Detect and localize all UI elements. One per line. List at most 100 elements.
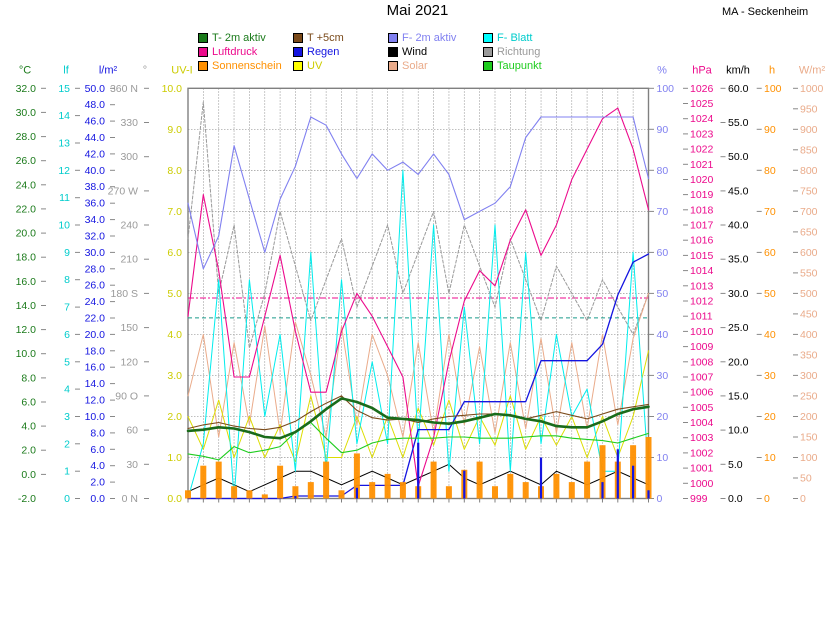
svg-text:45.0: 45.0 — [728, 185, 749, 197]
svg-text:150: 150 — [800, 432, 818, 444]
svg-text:4: 4 — [64, 384, 70, 396]
svg-text:330: 330 — [120, 117, 138, 129]
svg-text:4.0: 4.0 — [90, 460, 105, 472]
svg-text:1017: 1017 — [690, 220, 714, 232]
svg-text:5.0: 5.0 — [167, 288, 182, 300]
svg-text:550: 550 — [800, 267, 818, 279]
svg-text:6: 6 — [64, 329, 70, 341]
svg-text:10.0: 10.0 — [728, 425, 749, 437]
svg-text:13: 13 — [58, 138, 70, 150]
svg-text:lf: lf — [63, 65, 69, 77]
svg-text:20: 20 — [657, 411, 669, 423]
svg-text:2: 2 — [64, 438, 70, 450]
svg-text:1006: 1006 — [690, 387, 714, 399]
svg-text:1007: 1007 — [690, 372, 714, 384]
svg-text:0: 0 — [64, 493, 70, 505]
svg-text:40: 40 — [764, 329, 776, 341]
svg-text:7: 7 — [64, 302, 70, 314]
svg-text:60: 60 — [126, 425, 138, 437]
svg-text:48.0: 48.0 — [85, 99, 106, 111]
svg-text:1013: 1013 — [690, 280, 714, 292]
svg-text:200: 200 — [800, 411, 818, 423]
svg-text:10.0: 10.0 — [16, 348, 37, 360]
svg-text:18.0: 18.0 — [85, 345, 106, 357]
svg-text:28.0: 28.0 — [16, 131, 37, 143]
svg-text:5.0: 5.0 — [728, 459, 743, 471]
svg-text:h: h — [769, 65, 775, 77]
svg-text:6.0: 6.0 — [90, 444, 105, 456]
svg-text:32.0: 32.0 — [85, 231, 106, 243]
svg-text:1010: 1010 — [690, 326, 714, 338]
svg-text:700: 700 — [800, 206, 818, 218]
svg-text:20.0: 20.0 — [85, 329, 106, 341]
svg-text:22.0: 22.0 — [85, 313, 106, 325]
svg-text:90: 90 — [657, 124, 669, 136]
svg-text:46.0: 46.0 — [85, 116, 106, 128]
svg-text:1003: 1003 — [690, 432, 714, 444]
svg-text:20: 20 — [764, 411, 776, 423]
svg-text:30.0: 30.0 — [16, 107, 37, 119]
svg-text:240: 240 — [120, 220, 138, 232]
svg-text:5: 5 — [64, 356, 70, 368]
svg-text:16.0: 16.0 — [85, 362, 106, 374]
svg-text:44.0: 44.0 — [85, 132, 106, 144]
svg-text:120: 120 — [120, 356, 138, 368]
svg-text:hPa: hPa — [692, 65, 712, 77]
svg-text:1000: 1000 — [800, 83, 824, 95]
svg-text:100: 100 — [657, 83, 675, 95]
svg-text:14: 14 — [58, 110, 70, 122]
svg-text:450: 450 — [800, 308, 818, 320]
svg-text:1020: 1020 — [690, 174, 714, 186]
svg-text:1015: 1015 — [690, 250, 714, 262]
svg-text:1022: 1022 — [690, 144, 714, 156]
svg-text:100: 100 — [764, 83, 782, 95]
svg-text:50: 50 — [657, 288, 669, 300]
svg-text:l/m²: l/m² — [99, 65, 118, 77]
svg-text:20.0: 20.0 — [16, 228, 37, 240]
svg-text:2.0: 2.0 — [167, 411, 182, 423]
svg-text:0.0: 0.0 — [90, 493, 105, 505]
svg-text:25.0: 25.0 — [728, 322, 749, 334]
svg-text:8.0: 8.0 — [21, 372, 36, 384]
svg-text:300: 300 — [120, 151, 138, 163]
svg-text:800: 800 — [800, 165, 818, 177]
svg-text:60: 60 — [764, 247, 776, 259]
svg-text:150: 150 — [120, 322, 138, 334]
svg-text:4.0: 4.0 — [21, 421, 36, 433]
svg-text:50: 50 — [800, 473, 812, 485]
svg-text:3.0: 3.0 — [167, 370, 182, 382]
svg-text:40: 40 — [657, 329, 669, 341]
svg-text:15: 15 — [58, 83, 70, 95]
svg-text:1026: 1026 — [690, 83, 714, 95]
svg-text:850: 850 — [800, 144, 818, 156]
svg-text:55.0: 55.0 — [728, 117, 749, 129]
svg-text:500: 500 — [800, 288, 818, 300]
svg-text:1014: 1014 — [690, 265, 714, 277]
svg-text:1000: 1000 — [690, 478, 714, 490]
svg-text:10.0: 10.0 — [162, 83, 183, 95]
svg-text:38.0: 38.0 — [85, 181, 106, 193]
svg-text:350: 350 — [800, 349, 818, 361]
svg-text:1024: 1024 — [690, 113, 714, 125]
svg-text:180 S: 180 S — [111, 288, 138, 300]
svg-text:0: 0 — [764, 493, 770, 505]
svg-text:400: 400 — [800, 329, 818, 341]
svg-text:10: 10 — [764, 452, 776, 464]
svg-text:30: 30 — [764, 370, 776, 382]
svg-text:30: 30 — [657, 370, 669, 382]
svg-text:1012: 1012 — [690, 296, 714, 308]
svg-text:0.0: 0.0 — [728, 493, 743, 505]
svg-text:900: 900 — [800, 124, 818, 136]
svg-text:32.0: 32.0 — [16, 83, 37, 95]
svg-text:80: 80 — [764, 165, 776, 177]
svg-text:4.0: 4.0 — [167, 329, 182, 341]
svg-text:9: 9 — [64, 247, 70, 259]
svg-text:1025: 1025 — [690, 98, 714, 110]
svg-text:40.0: 40.0 — [85, 165, 106, 177]
svg-text:50.0: 50.0 — [728, 151, 749, 163]
svg-text:30.0: 30.0 — [85, 247, 106, 259]
svg-text:1018: 1018 — [690, 204, 714, 216]
svg-text:210: 210 — [120, 254, 138, 266]
svg-text:26.0: 26.0 — [16, 155, 37, 167]
svg-text:UV-I: UV-I — [171, 65, 192, 77]
